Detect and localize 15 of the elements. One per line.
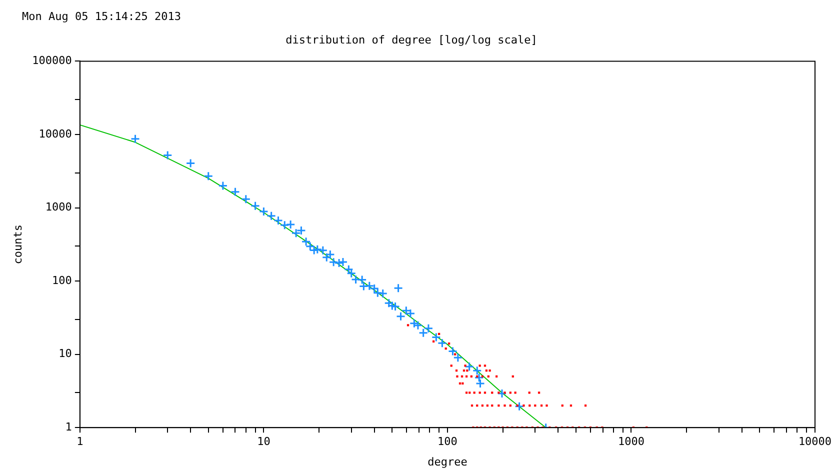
x-axis-title: degree	[428, 455, 468, 468]
chart-title: distribution of degree [log/log scale]	[286, 33, 538, 46]
x-tick-label: 10000	[798, 435, 832, 448]
y-tick-label: 100	[52, 274, 72, 287]
y-tick-label: 1	[65, 420, 72, 434]
text: Mon Aug 05 15:14:25 2013	[22, 10, 181, 23]
y-tick-label: 1000	[45, 200, 72, 214]
y-tick-label: 10	[58, 347, 72, 360]
y-axis-title: counts	[11, 224, 24, 264]
y-tick-label: 10000	[38, 127, 72, 140]
y-tick-label: 100000	[32, 54, 72, 68]
x-tick-label: 10	[257, 435, 270, 448]
x-tick-label: 100	[438, 435, 458, 448]
x-tick-label: 1	[76, 435, 84, 448]
x-tick-label: 1000	[618, 435, 644, 448]
